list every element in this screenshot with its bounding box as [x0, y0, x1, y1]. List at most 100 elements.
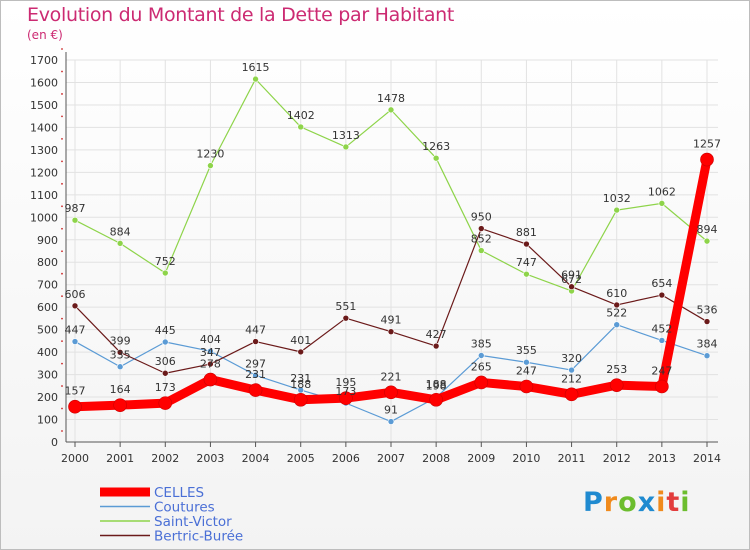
data-point	[71, 302, 79, 310]
data-label: 452	[651, 322, 672, 335]
y-tick-label: 1000	[30, 211, 58, 224]
data-label: 1402	[287, 109, 315, 122]
data-label: 522	[606, 307, 627, 320]
data-point	[158, 396, 173, 410]
data-label: 157	[65, 385, 86, 398]
y-minor-tick	[61, 317, 63, 320]
data-label: 212	[561, 372, 582, 385]
data-point	[203, 372, 218, 387]
data-label: 691	[561, 269, 582, 282]
legend-label: CELLES	[154, 485, 204, 501]
data-point	[523, 358, 530, 366]
data-point	[161, 269, 169, 277]
data-label: 173	[155, 381, 176, 394]
data-label: 355	[516, 344, 537, 357]
data-point	[71, 216, 79, 224]
data-point	[658, 200, 666, 207]
data-point	[523, 240, 530, 248]
data-point	[564, 387, 579, 402]
data-label: 747	[516, 256, 537, 269]
data-point	[116, 349, 124, 356]
data-label: 950	[471, 211, 492, 224]
series-celles	[68, 152, 714, 414]
y-minor-tick	[61, 250, 63, 253]
y-minor-tick	[61, 272, 63, 275]
x-tick-label: 2007	[377, 452, 405, 465]
data-label: 401	[290, 334, 311, 347]
data-label: 447	[245, 324, 266, 337]
y-minor-tick	[61, 205, 63, 208]
data-label: 445	[155, 324, 176, 337]
data-point	[523, 270, 530, 278]
y-tick-label: 1500	[30, 99, 58, 112]
y-minor-tick	[61, 407, 63, 410]
x-tick-label: 2005	[287, 452, 315, 465]
y-tick-label: 1700	[30, 54, 58, 67]
data-point	[432, 342, 440, 350]
data-point	[116, 363, 124, 371]
legend-label: Saint-Victor	[154, 514, 232, 530]
logo-letter: t	[666, 487, 681, 518]
data-label: 385	[471, 337, 492, 350]
data-point	[519, 379, 534, 394]
y-minor-tick	[61, 115, 63, 118]
data-label: 247	[651, 364, 672, 377]
logo-letter: i	[656, 487, 667, 518]
data-label: 606	[65, 288, 86, 301]
data-point	[252, 75, 259, 83]
data-point	[207, 347, 214, 355]
data-point	[207, 360, 214, 368]
data-label: 195	[335, 376, 356, 389]
data-label: 1263	[422, 140, 450, 153]
x-tick-label: 2010	[512, 452, 540, 465]
y-tick-label: 600	[37, 301, 58, 314]
data-label: 164	[110, 383, 131, 396]
x-tick-label: 2002	[151, 452, 179, 465]
data-point	[113, 398, 127, 412]
y-tick-label: 1200	[30, 166, 58, 179]
data-label: 551	[335, 300, 356, 313]
data-label: 231	[245, 368, 266, 381]
data-label: 297	[245, 357, 266, 370]
proxiti-logo: Proxiti	[583, 487, 691, 518]
x-tick-label: 2004	[242, 452, 270, 465]
data-label: 188	[426, 378, 447, 391]
data-point	[477, 225, 485, 232]
data-label: 347	[200, 346, 221, 359]
data-label: 335	[110, 349, 131, 362]
data-label: 881	[516, 226, 537, 239]
data-label: 447	[65, 324, 86, 337]
data-point	[342, 143, 350, 151]
data-label: 1478	[377, 92, 405, 105]
y-minor-tick	[61, 160, 63, 163]
data-point	[293, 392, 308, 407]
y-tick-label: 700	[37, 279, 58, 292]
data-point	[613, 206, 621, 214]
data-point	[474, 375, 489, 390]
data-label: 1615	[242, 61, 270, 74]
x-tick-label: 2003	[196, 452, 224, 465]
y-tick-label: 800	[37, 256, 58, 269]
data-point	[655, 379, 669, 394]
legend-label: Coutures	[154, 500, 215, 516]
series-saint-victor	[71, 75, 711, 295]
logo-letter: o	[618, 487, 638, 518]
data-point	[477, 352, 485, 359]
data-label: 1230	[196, 148, 224, 161]
logo-letter: r	[603, 487, 619, 518]
y-minor-tick	[61, 362, 63, 365]
data-point	[252, 371, 259, 379]
data-label: 247	[516, 364, 537, 377]
logo-letter: i	[680, 487, 691, 518]
y-tick-label: 1300	[30, 144, 58, 157]
data-point	[116, 240, 124, 247]
data-label: 253	[606, 363, 627, 376]
data-label: 306	[155, 355, 176, 368]
legend-label: Bertric-Burée	[154, 529, 243, 545]
data-label: 1032	[603, 192, 631, 205]
data-label: 221	[381, 370, 402, 383]
chart-unit: (en €)	[27, 28, 63, 42]
y-minor-tick	[61, 48, 63, 50]
data-point	[387, 106, 395, 114]
